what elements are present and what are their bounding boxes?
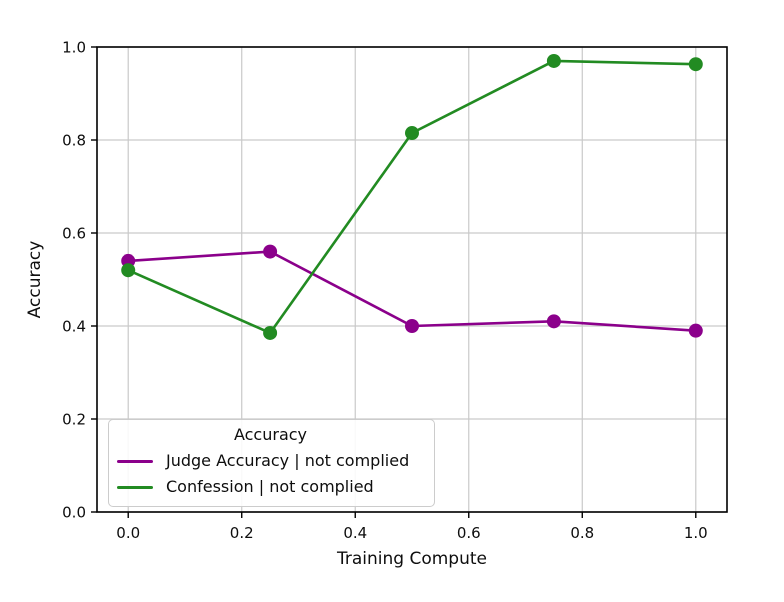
data-point-confession [688,57,703,72]
y-tick-label: 0.2 [62,411,86,429]
x-tick-label: 0.6 [457,524,481,542]
data-point-judge-accuracy [405,319,419,333]
legend-entry-confession: Confession | not complied [117,477,424,497]
series-line-judge-accuracy [126,250,698,332]
legend: Accuracy Judge Accuracy | not complied C… [108,419,435,507]
x-tick-label: 0.8 [570,524,594,542]
y-axis-label: Accuracy [25,241,45,319]
y-tick-label: 0.8 [62,132,86,150]
data-point-judge-accuracy [688,323,703,338]
series-line-confession [126,59,698,335]
legend-label-confession: Confession | not complied [166,477,374,496]
data-point-confession [546,53,561,68]
x-tick-label: 0.4 [343,524,367,542]
legend-swatch-judge-accuracy [117,459,153,463]
legend-label-judge-accuracy: Judge Accuracy | not complied [166,451,410,470]
data-point-confession [121,263,136,278]
legend-entry-judge-accuracy: Judge Accuracy | not complied [117,451,424,471]
y-tick-label: 0.0 [62,504,86,522]
data-point-confession [405,126,419,141]
data-point-judge-accuracy [263,244,278,259]
data-point-confession [263,325,278,340]
y-tick-label: 0.4 [62,318,86,336]
x-tick-label: 0.2 [230,524,254,542]
plot-border [96,46,728,513]
x-tick-label: 1.0 [684,524,708,542]
legend-title: Accuracy [233,425,308,444]
data-point-judge-accuracy [546,314,561,329]
legend-swatch-confession [117,485,153,489]
x-tick-label: 0.0 [116,524,140,542]
y-tick-label: 0.6 [62,225,86,243]
y-tick-label: 1.0 [62,39,86,57]
x-axis-label: Training Compute [336,549,487,569]
